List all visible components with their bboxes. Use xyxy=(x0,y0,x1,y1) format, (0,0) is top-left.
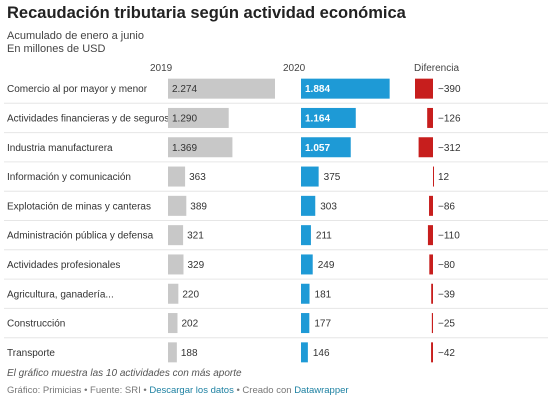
value-label-2020: 181 xyxy=(315,289,332,300)
chart-credits: Gráfico: Primicias • Fuente: SRI • Desca… xyxy=(7,385,349,396)
value-label-2019: 220 xyxy=(182,289,199,300)
value-label-2019: 202 xyxy=(182,319,199,330)
value-label-2019: 1.369 xyxy=(172,143,197,154)
category-label: Transporte xyxy=(7,348,55,359)
value-label-2020: 211 xyxy=(316,231,332,242)
value-label-2020: 177 xyxy=(314,319,331,330)
bar-2020 xyxy=(301,313,310,334)
chart-footnote: El gráfico muestra las 10 actividades co… xyxy=(7,368,242,379)
bar-2020 xyxy=(301,166,319,187)
column-header-diferencia: Diferencia xyxy=(414,63,460,74)
bar-2019 xyxy=(168,78,275,99)
value-label-2020: 146 xyxy=(313,348,330,359)
bar-2020 xyxy=(301,283,310,304)
value-label-difference: −42 xyxy=(438,348,455,359)
value-label-2020: 375 xyxy=(324,172,341,183)
download-data-link[interactable]: Descargar los datos xyxy=(149,385,234,396)
bar-difference xyxy=(433,166,434,187)
bar-2019 xyxy=(168,313,178,334)
value-label-difference: −25 xyxy=(438,319,455,330)
value-label-2020: 1.884 xyxy=(305,84,330,95)
bar-difference xyxy=(431,313,433,334)
category-label: Administración pública y defensa xyxy=(7,231,154,242)
category-label: Actividades financieras y de seguros xyxy=(7,113,169,124)
value-label-2019: 329 xyxy=(187,260,204,271)
value-label-2020: 303 xyxy=(320,201,337,212)
value-label-difference: −390 xyxy=(438,84,461,95)
value-label-difference: −126 xyxy=(438,113,461,124)
value-label-2019: 2.274 xyxy=(172,84,197,95)
bar-difference xyxy=(429,254,433,275)
category-label: Construcción xyxy=(7,319,65,330)
value-label-difference: −39 xyxy=(438,289,455,300)
value-label-2020: 1.164 xyxy=(305,113,330,124)
bar-difference xyxy=(427,107,433,128)
bar-2019 xyxy=(168,195,187,216)
bar-2019 xyxy=(168,107,229,128)
value-label-difference: −80 xyxy=(438,260,455,271)
credits-made-with: • Creado con xyxy=(233,385,295,396)
bar-2020 xyxy=(301,107,356,128)
column-header-2020: 2020 xyxy=(283,63,306,74)
bar-2020 xyxy=(301,342,308,363)
credits-source: Gráfico: Primicias • Fuente: SRI • xyxy=(7,385,150,396)
bar-2019 xyxy=(168,283,179,304)
bar-2020 xyxy=(301,254,313,275)
value-label-difference: −86 xyxy=(438,201,455,212)
column-header-2019: 2019 xyxy=(150,63,173,74)
bar-2019 xyxy=(168,254,184,275)
bar-difference xyxy=(415,78,433,99)
chart-title: Recaudación tributaria según actividad e… xyxy=(7,4,406,22)
chart-unit-note: En millones de USD xyxy=(7,43,106,55)
value-label-2019: 1.290 xyxy=(172,113,197,124)
bar-2019 xyxy=(168,166,186,187)
category-label: Comercio al por mayor y menor xyxy=(7,84,148,95)
bar-difference xyxy=(431,342,433,363)
bar-difference xyxy=(427,225,433,246)
bar-2020 xyxy=(301,137,351,158)
category-label: Explotación de minas y canteras xyxy=(7,201,151,212)
category-label: Agricultura, ganadería... xyxy=(7,289,114,300)
category-label: Industria manufacturera xyxy=(7,143,113,154)
value-label-difference: 12 xyxy=(438,172,450,183)
bar-2020 xyxy=(301,78,390,99)
bar-difference xyxy=(418,137,433,158)
value-label-difference: −110 xyxy=(438,231,460,242)
bar-2019 xyxy=(168,137,233,158)
value-label-2020: 1.057 xyxy=(305,143,330,154)
bar-2019 xyxy=(168,342,177,363)
bar-2020 xyxy=(301,195,316,216)
value-label-2019: 363 xyxy=(189,172,206,183)
bar-2019 xyxy=(168,225,184,246)
category-label: Actividades profesionales xyxy=(7,260,120,271)
value-label-2019: 321 xyxy=(187,231,204,242)
value-label-2019: 188 xyxy=(181,348,198,359)
value-label-2020: 249 xyxy=(318,260,335,271)
category-label: Información y comunicación xyxy=(7,172,131,183)
datawrapper-link[interactable]: Datawrapper xyxy=(294,385,349,396)
bar-2020 xyxy=(301,225,311,246)
chart-subtitle: Acumulado de enero a junio xyxy=(7,30,144,42)
bar-difference xyxy=(431,283,433,304)
value-label-2019: 389 xyxy=(190,201,207,212)
bar-difference xyxy=(429,195,433,216)
value-label-difference: −312 xyxy=(438,143,461,154)
